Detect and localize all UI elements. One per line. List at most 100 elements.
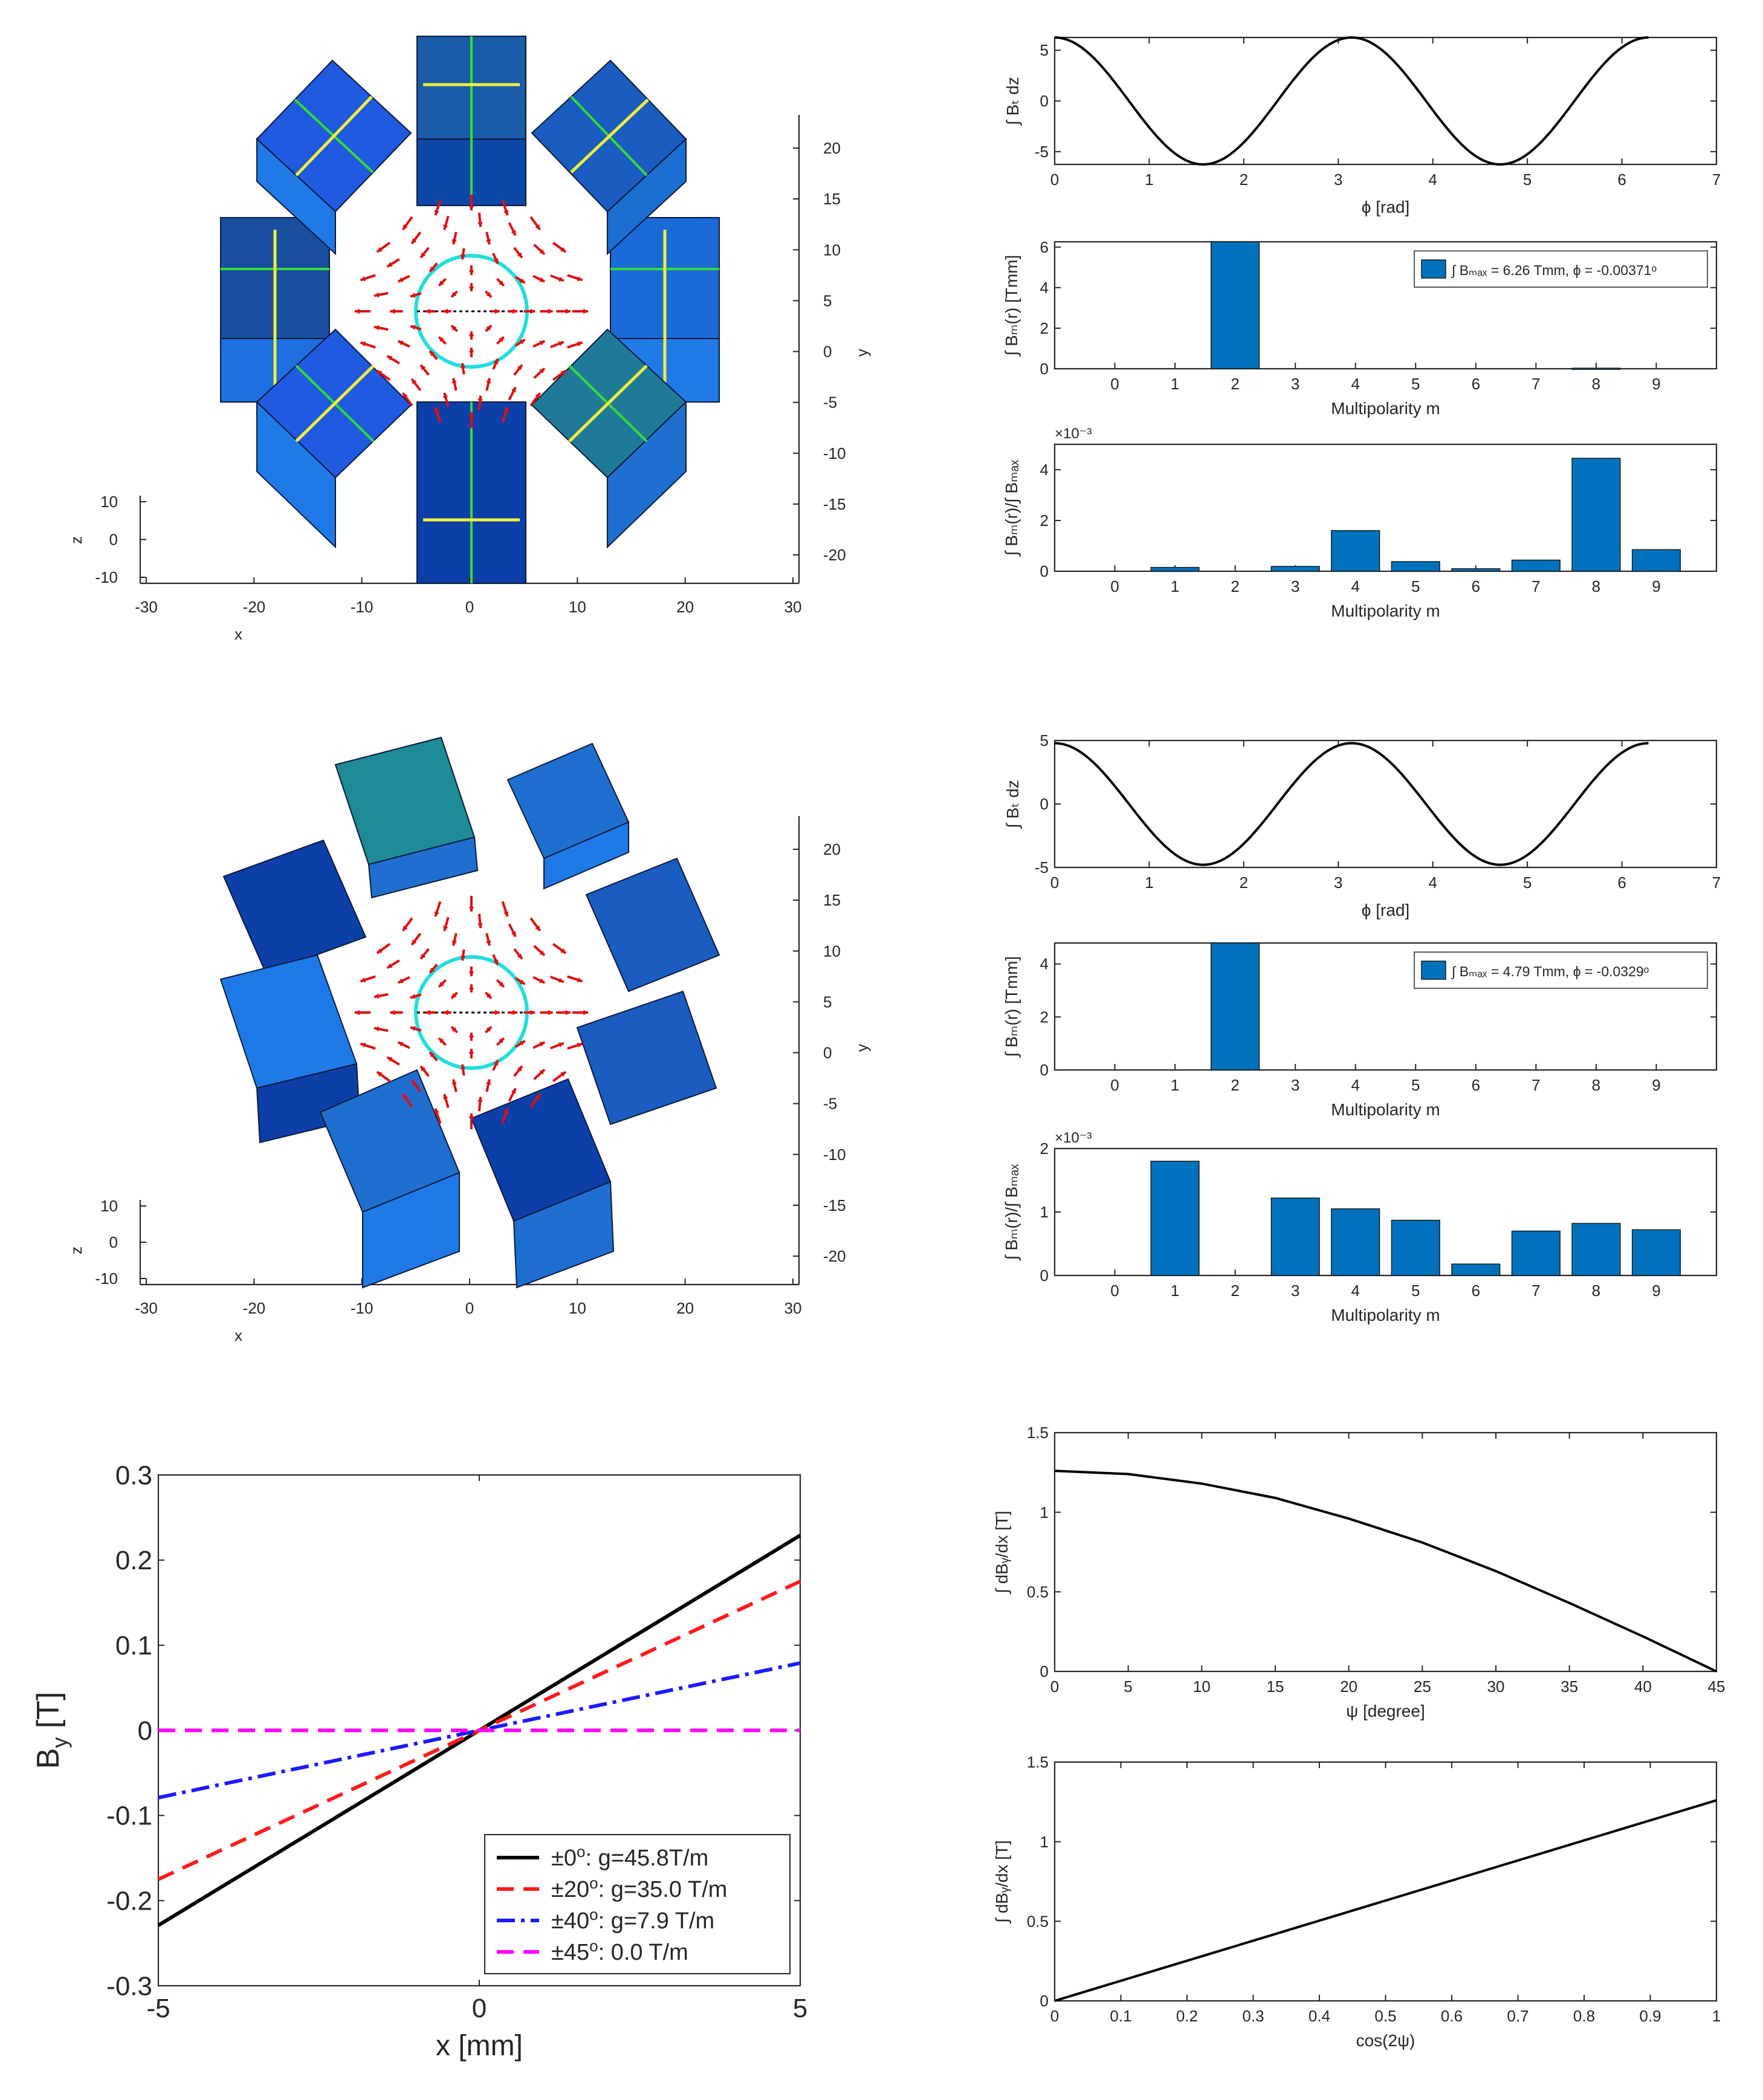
bar bbox=[1571, 368, 1621, 370]
field-arrowhead bbox=[421, 365, 426, 371]
field-arrowhead bbox=[354, 1009, 360, 1016]
field-arrowhead bbox=[486, 325, 492, 331]
legend-suffix: : g=35.0 T/m bbox=[598, 1877, 728, 1902]
y-tick-label: 1.5 bbox=[1027, 1424, 1049, 1442]
x-tick-label: 20 bbox=[1340, 1677, 1357, 1696]
field-arrowhead bbox=[477, 222, 483, 227]
x-tick-label: -10 bbox=[351, 598, 374, 616]
x-tick-label: 6 bbox=[1617, 170, 1626, 189]
x-axis-label: Multipolarity m bbox=[1331, 1100, 1440, 1119]
y-tick-label: 5 bbox=[823, 291, 832, 309]
z-tick-label: -10 bbox=[95, 1269, 118, 1288]
field-arrowhead bbox=[451, 1079, 458, 1085]
plot-frame bbox=[1053, 443, 1718, 572]
gradient-vs-cos-plot: 0 0.1 0.2 0.3 0.4 0.5 0.6 0.7 0.8 0.9 1 1.5 1 0.5 0 cos… bbox=[992, 1753, 1721, 2050]
field-arrowhead bbox=[412, 238, 417, 244]
field-arrowhead bbox=[577, 977, 583, 983]
x-tick-label: 0.9 bbox=[1639, 2007, 1661, 2025]
x-tick-label: 9 bbox=[1652, 577, 1660, 595]
x-tick-label: 6 bbox=[1472, 375, 1480, 393]
field-arrowhead bbox=[517, 1066, 522, 1072]
x-tick-label: 7 bbox=[1532, 1282, 1540, 1300]
bar bbox=[1331, 1208, 1380, 1276]
field-arrowhead bbox=[425, 308, 430, 314]
x-tick-label: -30 bbox=[135, 1299, 158, 1317]
field-arrowhead bbox=[412, 1080, 417, 1086]
x-tick-label: 1 bbox=[1171, 1282, 1179, 1300]
x-tick-label: 4 bbox=[1351, 1282, 1359, 1300]
field-arrowhead bbox=[403, 224, 408, 230]
field-arrowhead bbox=[398, 1042, 404, 1047]
field-arrowhead bbox=[387, 355, 393, 361]
field-arrowhead bbox=[360, 341, 366, 347]
field-arrowhead bbox=[499, 337, 504, 343]
axis-exponent: ×10⁻³ bbox=[1055, 426, 1092, 442]
y-tick-label: 0 bbox=[1040, 795, 1049, 813]
y-tick-label: 20 bbox=[823, 139, 841, 157]
field-arrows-mid bbox=[354, 895, 589, 1130]
y-tick-label: 4 bbox=[1040, 279, 1049, 297]
bar bbox=[1631, 549, 1681, 572]
magnet-block bbox=[543, 821, 629, 890]
field-arrowhead bbox=[374, 1026, 380, 1032]
x-tick-label: 7 bbox=[1532, 1076, 1540, 1094]
y-tick-label: -0.3 bbox=[106, 1971, 152, 2001]
field-arrowhead bbox=[519, 1040, 525, 1046]
series-line bbox=[158, 1661, 801, 1800]
bar bbox=[1211, 942, 1260, 1071]
x-axis-label: x bbox=[235, 1326, 242, 1344]
field-arrowhead bbox=[477, 395, 483, 401]
field-arrowhead bbox=[410, 325, 416, 330]
field-arrowhead bbox=[485, 378, 491, 384]
magnet-block bbox=[222, 839, 367, 974]
y-tick-label: -5 bbox=[1035, 143, 1049, 161]
field-arrowhead bbox=[468, 206, 474, 211]
field-arrowhead bbox=[410, 1026, 416, 1031]
y-tick-label: -10 bbox=[823, 444, 846, 462]
y-tick-label: 1 bbox=[1040, 1503, 1049, 1522]
y-axis-label: ∫ dBᵧ/dx [T] bbox=[992, 1840, 1011, 1924]
x-axis-label: Multipolarity m bbox=[1331, 1306, 1440, 1324]
field-arrowhead bbox=[511, 1088, 516, 1094]
field-arrowhead bbox=[558, 1042, 564, 1048]
relative-multipole-plot-top: 0 1 2 3 4 5 6 7 8 9 4 2 0 Multipolarity m ∫ Bₘ(r)/∫ Bₘ… bbox=[1002, 426, 1718, 620]
field-arrowhead bbox=[403, 393, 408, 398]
z-tick-label: 10 bbox=[100, 1197, 118, 1215]
y-axis-label: ∫ dBᵧ/dx [T] bbox=[992, 1511, 1011, 1595]
x-tick-label: 0 bbox=[1110, 375, 1119, 393]
x-tick-label: 0 bbox=[1050, 2007, 1059, 2025]
field-arrowhead bbox=[468, 907, 474, 912]
relative-multipole-plot-mid: 0 1 2 3 4 5 6 7 8 9 2 1 0 Multipolarity m ∫ Bₘ(r)/∫ Bₘ… bbox=[1002, 1130, 1718, 1324]
field-arrowhead bbox=[560, 948, 566, 953]
field-arrowhead bbox=[468, 270, 474, 276]
field-arrowhead bbox=[468, 347, 474, 352]
field-arrowhead bbox=[494, 1009, 500, 1016]
data-line bbox=[1054, 1470, 1717, 1673]
field-arrowhead bbox=[511, 230, 516, 236]
y-tick-label: 10 bbox=[823, 241, 841, 259]
field-arrowhead bbox=[421, 252, 426, 258]
y-axis-label: ∫ Bₘ(r) [Tmm] bbox=[1002, 255, 1021, 357]
bar bbox=[1270, 1197, 1320, 1276]
x-tick-label: 5 bbox=[1523, 873, 1532, 892]
legend-swatch bbox=[1421, 961, 1446, 980]
y-axis-label-base: B bbox=[31, 1748, 66, 1769]
field-arrowhead bbox=[377, 371, 383, 376]
legend-entry: ±0o: g=45.8T/m bbox=[551, 1842, 708, 1871]
y-tick-label: 2 bbox=[1040, 511, 1049, 530]
field-arrowhead bbox=[460, 955, 466, 961]
x-tick-label: 0 bbox=[1110, 1282, 1119, 1300]
field-curve bbox=[1054, 36, 1649, 166]
y-tick-label: 0 bbox=[823, 1044, 832, 1062]
field-arrowhead bbox=[539, 368, 545, 374]
field-arrowhead bbox=[560, 1072, 566, 1077]
bar bbox=[1391, 1219, 1440, 1276]
yellow-arrow bbox=[295, 365, 375, 442]
field-arrowhead bbox=[539, 277, 545, 282]
bar bbox=[1391, 561, 1440, 572]
magnet-block bbox=[219, 954, 358, 1089]
field-arrowhead bbox=[499, 1038, 504, 1044]
legend-entry: ±20o: g=35.0 T/m bbox=[551, 1874, 727, 1902]
x-tick-label: 1 bbox=[1171, 375, 1179, 393]
x-tick-label: 0.4 bbox=[1309, 2007, 1330, 2025]
